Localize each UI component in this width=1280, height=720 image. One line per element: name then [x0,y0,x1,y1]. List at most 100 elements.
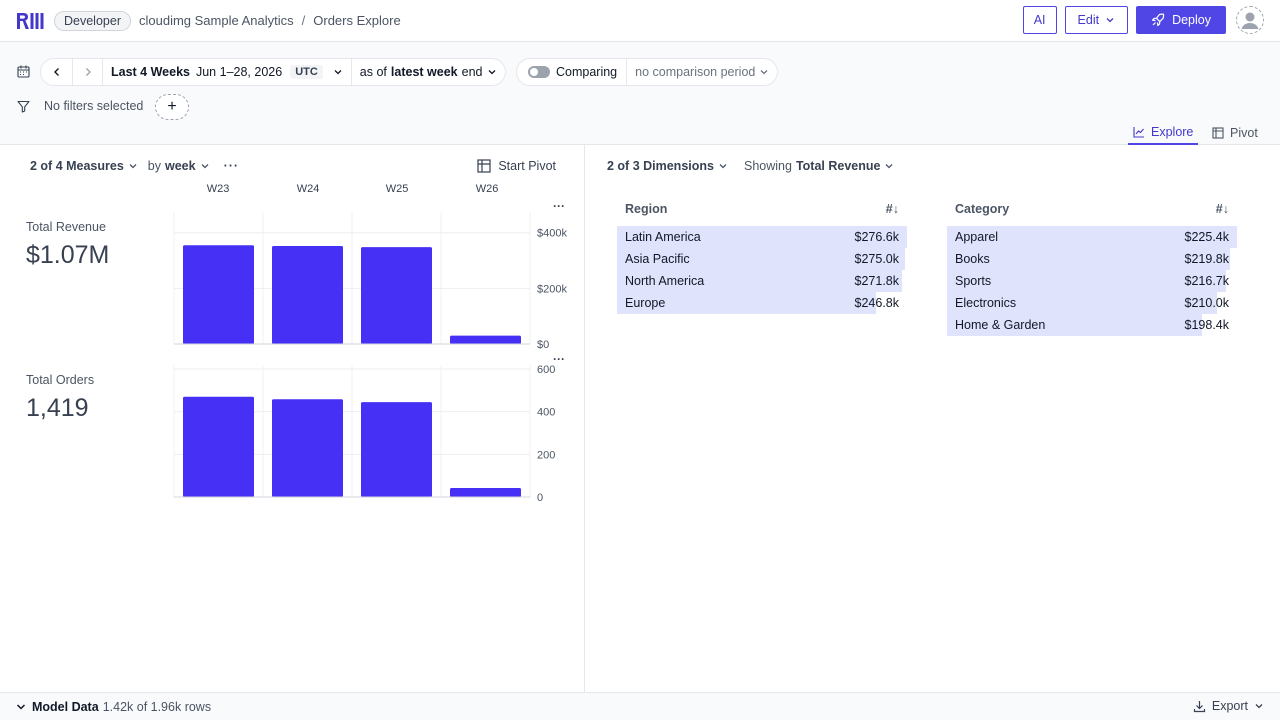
toggle-switch[interactable] [528,66,550,78]
table-row[interactable]: Apparel $225.4k [947,226,1237,248]
model-data-bar[interactable]: Model Data 1.42k of 1.96k rows Export [0,692,1280,720]
previous-period-button[interactable] [41,59,73,85]
more-options-button[interactable]: ··· [223,159,240,173]
dimensions-selector[interactable]: 2 of 3 Dimensions [607,159,714,173]
week-label: W25 [385,183,409,195]
table-header: Category #↓ [947,200,1237,218]
bar [272,246,343,344]
chevron-down-icon[interactable] [16,702,26,712]
time-grain-selector[interactable]: week [165,159,196,173]
tick-label: 0 [537,492,543,504]
measures-panel: 2 of 4 Measures by week ··· Start Pivot … [0,145,585,692]
bar [183,245,254,344]
breadcrumb-dashboard[interactable]: Orders Explore [313,13,401,28]
start-pivot-label: Start Pivot [498,159,556,173]
row-label: Europe [625,296,666,310]
measure-value: $1.07M [26,241,110,269]
row-value: $276.6k [854,230,899,244]
time-range-dropdown[interactable]: Last 4 Weeks Jun 1–28, 2026 UTC [103,59,352,85]
orders-chart: 0 200 400 600··· [173,353,565,504]
row-label: Sports [955,274,992,288]
breadcrumb-project[interactable]: cloudimg Sample Analytics [138,13,294,28]
ai-button[interactable]: AI [1022,6,1057,34]
edit-button[interactable]: Edit [1064,6,1129,34]
showing-measure-selector[interactable]: Total Revenue [795,159,881,173]
tick-label: 400 [537,407,555,419]
row-value: $246.8k [854,296,899,310]
bar [183,396,254,497]
bar [450,488,521,497]
value-bar [947,248,1230,270]
showing-label: Showing [743,159,792,173]
table-row[interactable]: Asia Pacific $275.0k [617,248,907,270]
chevron-down-icon[interactable] [128,161,138,171]
measure-title[interactable]: Total Orders [26,373,95,387]
time-range-selector: Last 4 Weeks Jun 1–28, 2026 UTC as of la… [40,58,507,86]
tab-explore-label: Explore [1151,124,1194,139]
row-value: $271.8k [854,274,899,288]
row-label: Electronics [955,296,1017,310]
week-label: W24 [296,183,320,195]
table-row[interactable]: North America $271.8k [617,270,907,292]
table-header: Region #↓ [617,200,907,218]
dimension-name[interactable]: Category [955,202,1010,216]
as-of-dropdown[interactable]: as of latest week end [352,59,506,85]
chevron-down-icon[interactable] [884,161,894,171]
table-row[interactable]: Books $219.8k [947,248,1237,270]
table-row[interactable]: Europe $246.8k [617,292,907,314]
value-bar [617,270,903,292]
ai-button-label: AI [1033,13,1046,27]
revenue-chart: $0 $200k $400k ··· [173,200,567,351]
sort-toggle[interactable]: #↓ [1215,202,1229,216]
model-data-title: Model Data [32,699,99,714]
row-label: Asia Pacific [625,252,690,266]
comparing-toggle[interactable]: Comparing [517,59,628,85]
table-row[interactable]: Home & Garden $198.4k [947,314,1237,336]
tick-label: $200k [537,283,567,295]
table-row[interactable]: Sports $216.7k [947,270,1237,292]
breadcrumb-separator: / [301,13,306,28]
chevron-down-icon[interactable] [718,161,728,171]
value-bar [617,226,907,248]
chevron-down-icon [760,70,768,75]
row-label: North America [625,274,705,288]
calendar-icon[interactable] [17,65,30,78]
rill-logo-icon [17,12,44,29]
bar [361,402,432,497]
dimension-table-region: Region #↓ Latin America $276.6k Asia Pacif… [617,200,907,314]
export-button[interactable]: Export [1193,699,1264,713]
comparing-label: Comparing [556,65,618,79]
value-bar [947,226,1237,248]
add-filter-button[interactable]: + [155,94,189,120]
bar [272,399,343,497]
value-bar [617,292,876,314]
chevron-down-icon[interactable] [200,161,210,171]
time-range-dates: Jun 1–28, 2026 [195,65,283,79]
chart-more-icon: ··· [553,353,565,366]
dimension-name[interactable]: Region [625,202,668,216]
tick-label: $0 [537,339,549,351]
row-label: Home & Garden [955,318,1046,332]
start-pivot-button[interactable]: Start Pivot [477,159,556,173]
measure-title[interactable]: Total Revenue [26,220,106,234]
line-chart-icon [1133,126,1144,138]
comparison-period-dropdown[interactable]: no comparison period [627,59,777,85]
tab-explore[interactable]: Explore [1128,120,1199,145]
tab-pivot[interactable]: Pivot [1207,120,1263,145]
rill-logo[interactable] [16,12,44,30]
table-row[interactable]: Latin America $276.6k [617,226,907,248]
row-value: $216.7k [1184,274,1229,288]
bar [450,335,521,344]
comparison-selector: Comparing no comparison period [516,58,779,86]
pivot-icon [1212,126,1224,139]
week-label: W23 [206,183,230,195]
measures-selector[interactable]: 2 of 4 Measures [30,159,124,173]
avatar[interactable] [1236,6,1264,34]
chevron-down-icon [1255,704,1263,709]
next-period-button[interactable] [73,59,103,85]
sort-toggle[interactable]: #↓ [885,202,899,216]
deploy-button[interactable]: Deploy [1136,6,1226,34]
chevron-down-icon [1106,18,1114,23]
table-row[interactable]: Electronics $210.0k [947,292,1237,314]
dimension-table-category: Category #↓ Apparel $225.4k Books $219.8k Sp… [947,200,1237,336]
